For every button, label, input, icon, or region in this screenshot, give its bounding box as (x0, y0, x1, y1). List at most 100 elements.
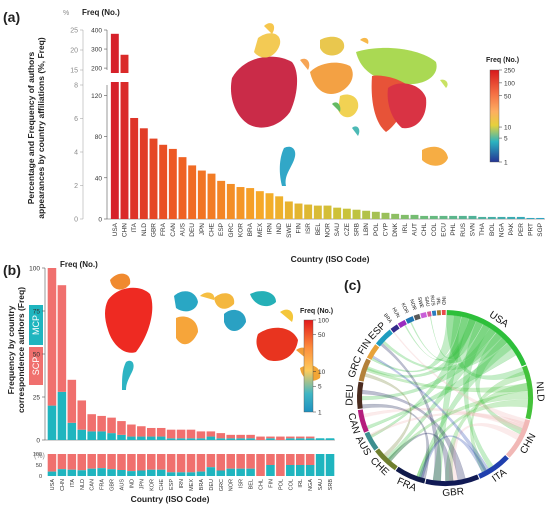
panel-b-x-tick-chn: CHN (60, 479, 66, 491)
panel-a-x-tick-sgp: SGP (537, 223, 544, 237)
panel-a-x-tick-ind: IND (276, 223, 283, 235)
panel-b-bar-scp-irn (176, 429, 186, 439)
panel-a-x-tick-mex: MEX (257, 222, 264, 237)
panel-a-x-tick-ecu: ECU (441, 223, 448, 237)
panel-a-x-tick-grc: GRC (228, 223, 235, 238)
chord-link-nld-gbr (445, 382, 528, 482)
panel-a-bar-jpn (197, 170, 206, 219)
panel-b-bar-scp-che (156, 427, 166, 437)
chord-arc-ita (478, 455, 509, 479)
panel-b-bar-scp-grc (216, 433, 226, 439)
panel-a-x-tick-gbr: GBR (151, 223, 158, 237)
chord-arc-gbr (425, 474, 480, 486)
panel-b-pct-scp-irl (295, 454, 305, 465)
panel-b-x-tick-jpn: JPN (139, 479, 145, 489)
panel-b-legend-ticks: 100 50 10 5 1 (313, 318, 329, 417)
chord-link-usa-nld (446, 314, 525, 380)
panel-a-bar-esp (217, 180, 226, 219)
panel-a-x-tick-nor: NOR (325, 223, 332, 238)
panel-b-pct-scp-che (156, 454, 166, 470)
panel-b-tag: (b) (3, 262, 21, 278)
panel-b-x-tick-pol: POL (278, 479, 284, 490)
chord-label-gbr: GBR (442, 486, 465, 499)
panel-a-ylabel-line2: appearances by country affiliations (%, … (36, 37, 46, 219)
chord-arc-fra (395, 466, 426, 484)
panel-b-bar-scp-ita (67, 379, 77, 423)
panel-b-pct-mcp-ita (67, 469, 77, 476)
panel-a-bar-cze (342, 208, 351, 219)
panel-b-pct-mcp-srb (325, 454, 335, 476)
panel-b-pct-scp-ind (127, 454, 136, 472)
panel-a-bar-fra (159, 144, 168, 219)
panel-a-bar-deu (188, 165, 197, 219)
panel-b-bar-mcp-aus (117, 434, 126, 440)
panel-b-bar-mcp-isr (236, 438, 245, 440)
chord-label-irl: IRL (435, 297, 442, 305)
panel-a-x-tick-deu: DEU (189, 223, 196, 237)
panel-b-bar-mcp-irn (176, 438, 186, 440)
chord-arc-esp (375, 329, 393, 347)
panel-b-bar-mcp-kor (147, 436, 156, 440)
panel-a-bar-mex (255, 191, 264, 219)
panel-b-bar-scp-bel (246, 434, 255, 439)
panel-a-bar-aus (178, 157, 187, 219)
panel-b-x-tick-can: CAN (90, 479, 96, 491)
panel-a-x-tick-col: COL (431, 223, 438, 237)
panel-a-x-tick-aut: AUT (412, 223, 419, 236)
panel-a-x-tick-sau: SAU (334, 223, 341, 237)
panel-b-pct-scp-nor (226, 454, 235, 469)
panel-b-pct-scp-isr (236, 454, 245, 469)
panel-a-x-tick-per: PER (518, 223, 525, 237)
panel-b-ylabel-line2: correspondence authors (Freq) (16, 287, 26, 413)
panel-b-legend-tick-label: 100 (318, 318, 329, 325)
panel-b-bar-mcp-gbr (107, 433, 116, 440)
panel-a-pct-tick-label: 6 (74, 116, 78, 123)
chord-label-can: CAN (345, 412, 361, 435)
panel-c-tag: (c) (344, 277, 361, 293)
panel-b-pct-mcp-kor (147, 469, 156, 476)
panel-a-bar-che (207, 173, 216, 219)
panel-a-freq-tick-label: 400 (91, 28, 102, 35)
panel-a-x-tick-jpn: JPN (199, 223, 206, 236)
panel-b-x-tick-irl: IRL (298, 479, 304, 488)
panel-b-pct-mcp-che (156, 469, 166, 476)
panel-b-pct-mcp-nga (305, 465, 315, 476)
panel-b-pct-scp-deu (206, 454, 216, 468)
panel-b-bar-scp-chl (256, 436, 265, 440)
panel-a-x-tick-cyp: CYP (383, 223, 390, 236)
panel-b-bar-mcp-irl (295, 438, 305, 440)
panel-b-freq-tick-label: 75 (33, 309, 41, 316)
panel-b-bar-scp-nga (305, 436, 315, 439)
panel-a-x-tick-irl: IRL (402, 223, 409, 234)
panel-a-pct-tick-label: 2 (74, 183, 78, 190)
panel-b-bar-mcp-srb (325, 438, 335, 440)
panel-a-bar-ecu (439, 215, 448, 219)
panel-a-bar-chn (120, 54, 129, 220)
panel-b-x-tick-col: COL (288, 479, 294, 490)
panel-b-pct-mcp-chn (57, 469, 67, 476)
panel-b-bar-mcp-ita (67, 422, 77, 440)
panel-b-x-ticks: USA CHN ITA NLD CAN FRA GBR AUS IND JPN KOR CHE ESP I… (50, 479, 334, 492)
panel-b-pct-scp-fin (266, 454, 275, 465)
panel-a-bars (110, 33, 545, 220)
legend-scp-label: SCP (31, 357, 41, 376)
panel-a-world-map (230, 23, 448, 186)
chord-link-chn-bra (393, 331, 526, 426)
panel-b-pct-scp-kor (147, 454, 156, 470)
panel-b-pct-mcp-fin (266, 465, 275, 476)
panel-a-bar-per (516, 216, 525, 219)
panel-b-bar-scp-irl (295, 436, 305, 439)
panel-b-bar-mcp-esp (166, 438, 176, 440)
panel-b-x-tick-irn: IRN (179, 479, 185, 489)
panel-a-tag: (a) (3, 9, 20, 25)
chord-label-bra: BRA (382, 313, 393, 325)
panel-a-pct-tick-label: 15 (70, 68, 78, 75)
panel-b-legend-tick-label: 1 (318, 410, 322, 417)
panel-b-bar-mcp-sau (315, 438, 325, 440)
panel-a-x-tick-fra: FRA (160, 222, 167, 236)
panel-b-x-tick-gbr: GBR (110, 479, 116, 491)
panel-b-pct-mcp-ind (127, 471, 136, 476)
panel-a-pct-tick-label: 25 (70, 28, 78, 35)
panel-a-bar-chl (420, 215, 429, 219)
chord-arc-irl (436, 310, 441, 316)
